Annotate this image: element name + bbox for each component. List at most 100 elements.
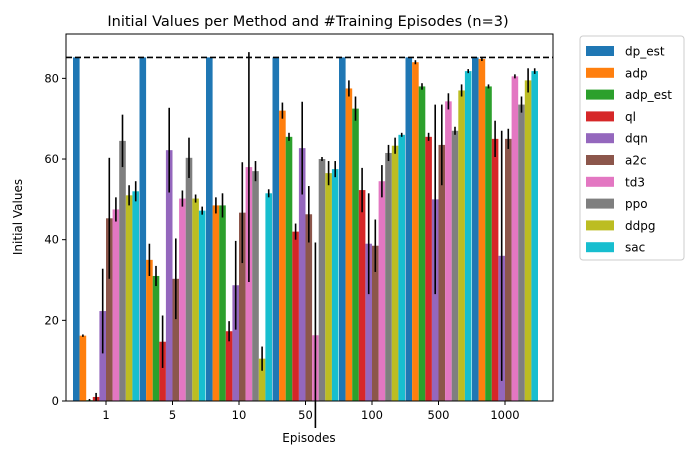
bar-ppo — [119, 140, 126, 401]
bar-sac — [531, 71, 538, 401]
y-tick-label: 40 — [44, 233, 59, 247]
bar-td3 — [245, 167, 253, 401]
y-tick-label: 60 — [44, 152, 59, 166]
legend-swatch-adp — [586, 67, 614, 78]
legend-label-adp: adp — [625, 66, 648, 80]
legend-label-ppo: ppo — [625, 197, 648, 211]
bar-dp_est — [139, 57, 147, 401]
legend-swatch-dqn — [586, 133, 614, 144]
bar-sac — [198, 210, 206, 401]
bar-ppo — [185, 157, 193, 401]
bar-a2c — [305, 214, 313, 401]
chart-title: Initial Values per Method and #Training … — [107, 14, 508, 30]
y-tick-label: 80 — [44, 71, 59, 85]
legend-label-ddpg: ddpg — [625, 219, 655, 233]
bar-ql — [292, 231, 299, 401]
bar-adp_est — [418, 86, 426, 402]
bar-ddpg — [325, 173, 332, 401]
legend-label-ql: ql — [625, 110, 636, 124]
bar-a2c — [106, 218, 113, 401]
bar-adp — [79, 335, 87, 401]
bar-ppo — [252, 171, 259, 401]
x-tick-label: 5 — [169, 408, 176, 422]
legend-label-dp_est: dp_est — [625, 45, 665, 59]
bar-a2c — [239, 212, 246, 401]
bar-dp_est — [73, 57, 80, 401]
bar-td3 — [179, 198, 186, 401]
bar-sac — [132, 191, 139, 401]
x-tick-label: 100 — [361, 408, 383, 422]
legend-swatch-ppo — [586, 198, 614, 209]
plot-frame — [65, 33, 554, 402]
x-tick-label: 500 — [428, 408, 450, 422]
x-tick-label: 50 — [298, 408, 313, 422]
x-tick-label: 1000 — [490, 408, 519, 422]
y-tick-label: 20 — [44, 313, 59, 327]
bar-ql — [491, 138, 499, 402]
bar-adp — [478, 59, 486, 401]
bar-adp_est — [485, 86, 492, 402]
legend-swatch-td3 — [586, 176, 614, 187]
legend-label-dqn: dqn — [625, 132, 648, 146]
bar-adp_est — [152, 275, 160, 401]
bar-dp_est — [472, 57, 479, 401]
bar-adp_est — [219, 205, 226, 401]
bar-ppo — [518, 104, 525, 401]
legend-swatch-ql — [586, 111, 614, 122]
legend-swatch-dp_est — [586, 46, 614, 56]
bar-ddpg — [192, 198, 199, 401]
bar-adp — [146, 259, 153, 401]
bar-sac — [398, 134, 405, 401]
y-axis-label: Initial Values — [11, 179, 25, 255]
bar-ppo — [318, 159, 326, 401]
legend-swatch-adp_est — [586, 89, 614, 100]
bar-ddpg — [391, 145, 399, 401]
bar-ddpg — [125, 195, 133, 401]
bar-td3 — [378, 181, 386, 401]
bar-adp — [212, 205, 220, 401]
bar-dqn — [298, 148, 306, 401]
bar-td3 — [112, 209, 120, 401]
legend-label-adp_est: adp_est — [625, 88, 672, 102]
bar-ppo — [385, 152, 392, 401]
bar-dp_est — [405, 57, 413, 401]
bar-adp — [412, 62, 419, 401]
bar-dqn — [232, 285, 239, 401]
legend-label-a2c: a2c — [625, 154, 647, 168]
bar-ql — [159, 341, 166, 401]
bar-adp — [345, 88, 353, 401]
bar-a2c — [372, 245, 379, 401]
bar-ppo — [451, 130, 459, 402]
bar-adp_est — [352, 108, 359, 402]
bar-adp — [279, 110, 286, 401]
bar-td3 — [511, 76, 519, 401]
bar-dqn — [431, 199, 439, 401]
bar-dqn — [365, 243, 372, 401]
legend-label-td3: td3 — [625, 175, 645, 189]
bar-ql — [425, 136, 432, 401]
legend-swatch-ddpg — [586, 220, 614, 231]
bar-ddpg — [458, 90, 465, 402]
bar-dp_est — [272, 57, 280, 401]
bar-a2c — [172, 278, 180, 401]
bar-adp_est — [285, 136, 293, 401]
legend-swatch-a2c — [586, 155, 614, 165]
bar-td3 — [445, 101, 452, 401]
bar-ddpg — [524, 80, 532, 401]
bar-a2c — [438, 144, 446, 401]
legend-swatch-sac — [586, 242, 614, 253]
bar-sac — [265, 193, 272, 401]
bar-dqn — [165, 150, 173, 401]
bar-dqn — [99, 311, 106, 401]
bar-sac — [464, 71, 472, 401]
y-tick-label: 0 — [52, 394, 59, 408]
x-tick-label: 1 — [102, 408, 109, 422]
x-axis-label: Episodes — [282, 431, 335, 445]
bar-ddpg — [258, 358, 266, 401]
bar-ql — [358, 190, 366, 401]
bar-sac — [331, 169, 339, 401]
bar-ql — [225, 331, 233, 401]
bar-dp_est — [339, 57, 346, 401]
